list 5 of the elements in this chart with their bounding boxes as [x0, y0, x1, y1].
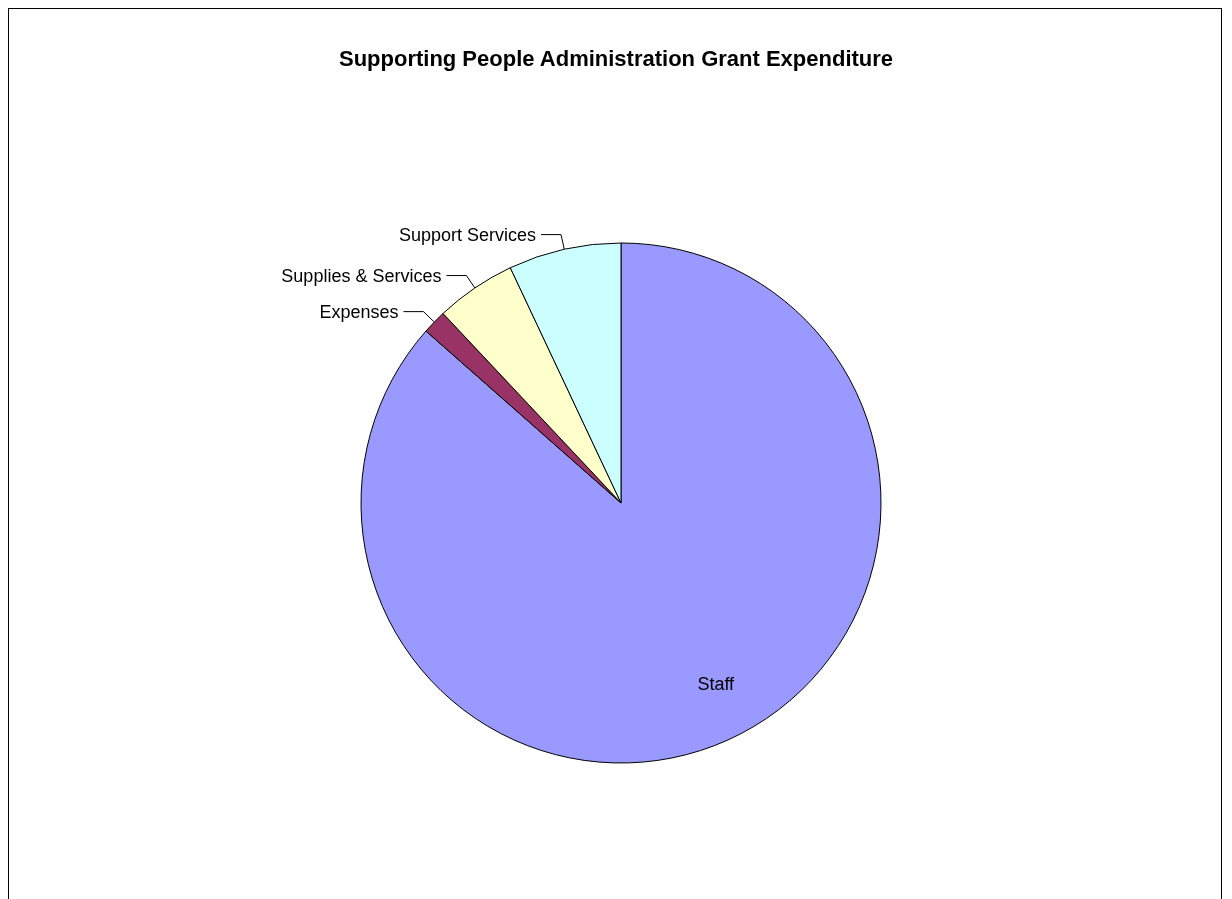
chart-title: Supporting People Administration Grant Expenditure: [338, 45, 894, 71]
slice-label: Support Services: [398, 224, 537, 245]
slice-label: Expenses: [319, 301, 399, 322]
slice-label: Supplies & Services: [281, 265, 442, 286]
slice-label: Staff: [697, 674, 736, 695]
